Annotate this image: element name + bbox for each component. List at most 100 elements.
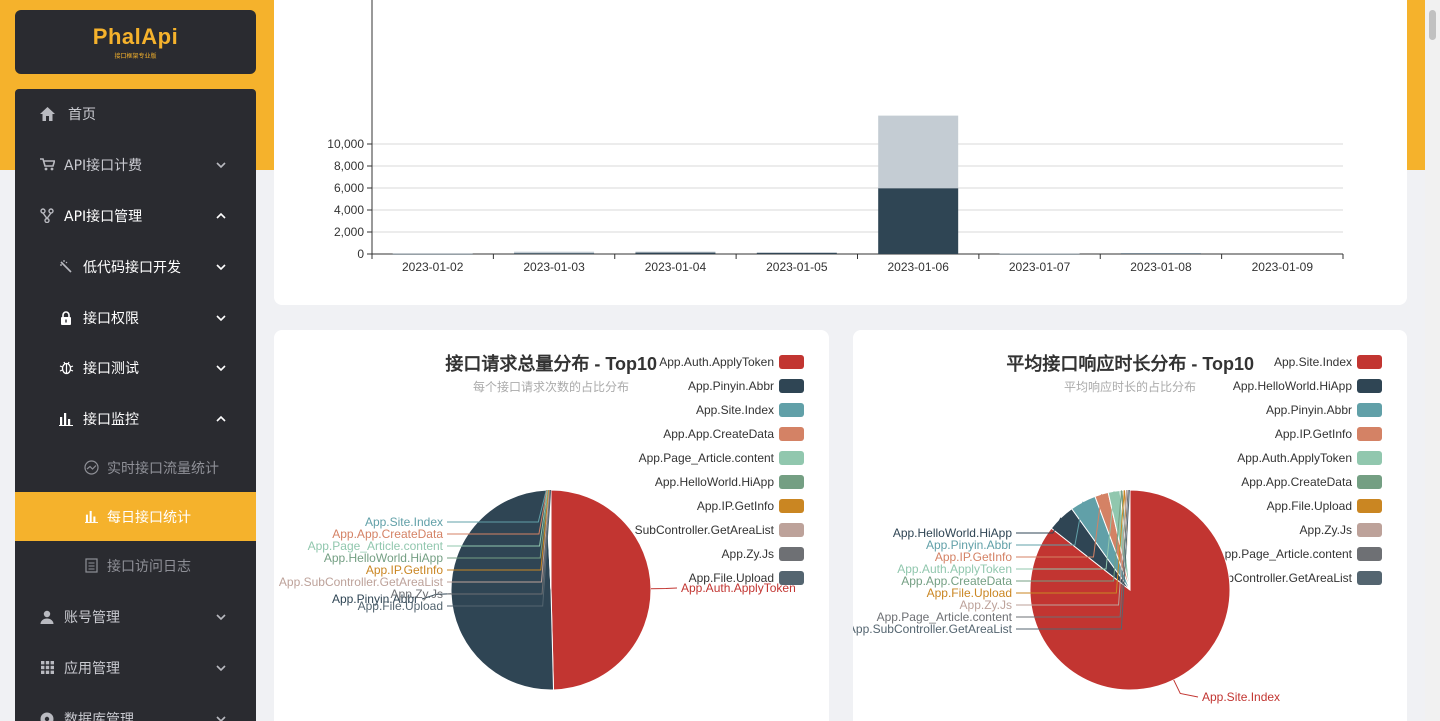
slice-label: App.Pinyin.Abbr bbox=[332, 592, 418, 606]
label-leader-line bbox=[447, 489, 549, 559]
sidebar-item-apps[interactable]: 应用管理 bbox=[15, 643, 256, 692]
slice-label: App.App.CreateData bbox=[332, 527, 443, 541]
sidebar-item-label: 应用管理 bbox=[64, 660, 120, 677]
x-tick-label: 2023-01-03 bbox=[523, 260, 585, 274]
slice-label: App.File.Upload bbox=[358, 599, 443, 613]
database-icon bbox=[39, 711, 55, 721]
sidebar-item-testing[interactable]: 接口测试 bbox=[15, 343, 256, 392]
sidebar-item-api-billing[interactable]: API接口计费 bbox=[15, 140, 256, 189]
bar-segment bbox=[635, 251, 716, 253]
legend-swatch bbox=[1357, 427, 1382, 441]
legend-label: App.IP.GetInfo bbox=[1275, 427, 1352, 441]
legend-swatch bbox=[1357, 451, 1382, 465]
logo[interactable]: PhalApi 接口框架专业版 bbox=[15, 10, 256, 74]
y-tick-label: 6,000 bbox=[334, 181, 364, 195]
slice-label: App.Auth.ApplyToken bbox=[897, 562, 1012, 576]
slice-label: App.SubController.GetAreaList bbox=[853, 622, 1013, 636]
label-leader-line bbox=[447, 489, 550, 583]
x-tick-label: 2023-01-08 bbox=[1130, 260, 1192, 274]
legend-swatch bbox=[779, 523, 804, 537]
label-leader-line bbox=[447, 489, 548, 535]
slice-label: App.Zy.Js bbox=[391, 587, 443, 601]
legend-label: App.IP.GetInfo bbox=[697, 499, 774, 513]
bar-segment bbox=[392, 253, 473, 255]
legend-label: App.Auth.ApplyToken bbox=[1237, 451, 1352, 465]
legend-label: App.Zy.Js bbox=[1300, 523, 1352, 537]
legend-label: App.Auth.ApplyToken bbox=[659, 355, 774, 369]
slice-label: App.App.CreateData bbox=[901, 574, 1012, 588]
chevron-down-icon bbox=[216, 664, 226, 671]
sidebar-item-low-code[interactable]: 低代码接口开发 bbox=[15, 242, 256, 291]
sidebar-item-monitoring[interactable]: 接口监控 bbox=[15, 394, 256, 443]
sidebar-item-label: 低代码接口开发 bbox=[83, 259, 181, 276]
label-leader-line bbox=[1016, 490, 1123, 582]
legend-swatch bbox=[779, 475, 804, 489]
bar-segment bbox=[756, 253, 837, 254]
legend-swatch bbox=[779, 379, 804, 393]
slice-label: App.Site.Index bbox=[1202, 690, 1280, 704]
bar-segment bbox=[999, 253, 1080, 255]
sidebar-item-daily-stats[interactable]: 每日接口统计 bbox=[15, 492, 256, 541]
bar-segment bbox=[878, 115, 959, 189]
label-leader-line bbox=[1016, 501, 1084, 546]
legend-label: App.Zy.Js bbox=[722, 547, 774, 561]
sidebar-item-home[interactable]: 首页 bbox=[15, 89, 256, 138]
sidebar-item-label: 每日接口统计 bbox=[107, 509, 191, 526]
slice-label: App.HelloWorld.HiApp bbox=[324, 551, 443, 565]
sidebar-item-realtime-traffic[interactable]: 实时接口流量统计 bbox=[15, 443, 256, 492]
chevron-down-icon bbox=[216, 715, 226, 721]
x-tick-label: 2023-01-04 bbox=[645, 260, 707, 274]
y-tick-label: 8,000 bbox=[334, 159, 364, 173]
pie-slice bbox=[550, 489, 652, 691]
sidebar-item-label: 首页 bbox=[68, 106, 96, 123]
label-leader-line bbox=[447, 489, 549, 547]
bar-segment bbox=[635, 252, 716, 254]
chart-subtitle: 平均响应时长的占比分布 bbox=[1064, 379, 1196, 394]
y-tick-label: 4,000 bbox=[334, 203, 364, 217]
sidebar-item-permissions[interactable]: 接口权限 bbox=[15, 293, 256, 342]
chevron-down-icon bbox=[216, 314, 226, 321]
home-icon bbox=[39, 106, 55, 122]
chevron-down-icon bbox=[216, 364, 226, 371]
legend-swatch bbox=[779, 547, 804, 561]
daily-stats-bar-card: 0 2,000 4,000 6,000 8,000 10,000 2023-01-02 202… bbox=[274, 0, 1407, 305]
slice-label: App.Zy.Js bbox=[960, 598, 1012, 612]
legend-label: App.HelloWorld.HiApp bbox=[1233, 379, 1352, 393]
pie-slice bbox=[549, 489, 552, 591]
legend-label: App.Site.Index bbox=[1274, 355, 1352, 369]
lock-icon bbox=[58, 310, 74, 326]
bar-segment bbox=[756, 252, 837, 254]
legend-swatch bbox=[1357, 379, 1382, 393]
label-leader-line bbox=[447, 489, 550, 571]
legend-swatch bbox=[1357, 355, 1382, 369]
chevron-up-icon bbox=[216, 415, 226, 422]
legend-swatch bbox=[1357, 523, 1382, 537]
slice-label: App.HelloWorld.HiApp bbox=[893, 526, 1012, 540]
response-time-pie-chart: 平均接口响应时长分布 - Top10 平均响应时长的占比分布 App.Site.In… bbox=[848, 353, 1382, 704]
slice-label: App.IP.GetInfo bbox=[366, 563, 443, 577]
sidebar-item-database[interactable]: 数据库管理 bbox=[15, 694, 256, 721]
grid-icon bbox=[39, 660, 55, 676]
page-scrollbar[interactable] bbox=[1425, 0, 1440, 721]
magic-wand-icon bbox=[58, 259, 74, 275]
bar-segment bbox=[392, 253, 473, 254]
chevron-down-icon bbox=[216, 613, 226, 620]
logo-subtitle: 接口框架专业版 bbox=[114, 53, 157, 60]
sidebar-item-accounts[interactable]: 账号管理 bbox=[15, 592, 256, 641]
bar-segment bbox=[1120, 253, 1201, 254]
legend-label: App.SubController.GetAreaList bbox=[610, 523, 775, 537]
x-tick-label: 2023-01-02 bbox=[402, 260, 464, 274]
sidebar-item-label: 接口权限 bbox=[83, 310, 139, 327]
slice-label: App.Page_Article.content bbox=[877, 610, 1013, 624]
logo-text: PhalApi bbox=[92, 24, 179, 49]
legend-swatch bbox=[1357, 499, 1382, 513]
sidebar-item-api-management[interactable]: API接口管理 bbox=[15, 191, 256, 240]
legend-label: App.HelloWorld.HiApp bbox=[655, 475, 774, 489]
legend-label: App.Pinyin.Abbr bbox=[688, 379, 774, 393]
sidebar-item-access-log[interactable]: 接口访问日志 bbox=[15, 541, 256, 590]
slice-label: App.SubController.GetAreaList bbox=[279, 575, 444, 589]
slice-label: App.Page_Article.content bbox=[308, 539, 444, 553]
scrollbar-thumb[interactable] bbox=[1429, 10, 1436, 40]
legend-swatch bbox=[1357, 571, 1382, 585]
cart-icon bbox=[39, 157, 55, 173]
